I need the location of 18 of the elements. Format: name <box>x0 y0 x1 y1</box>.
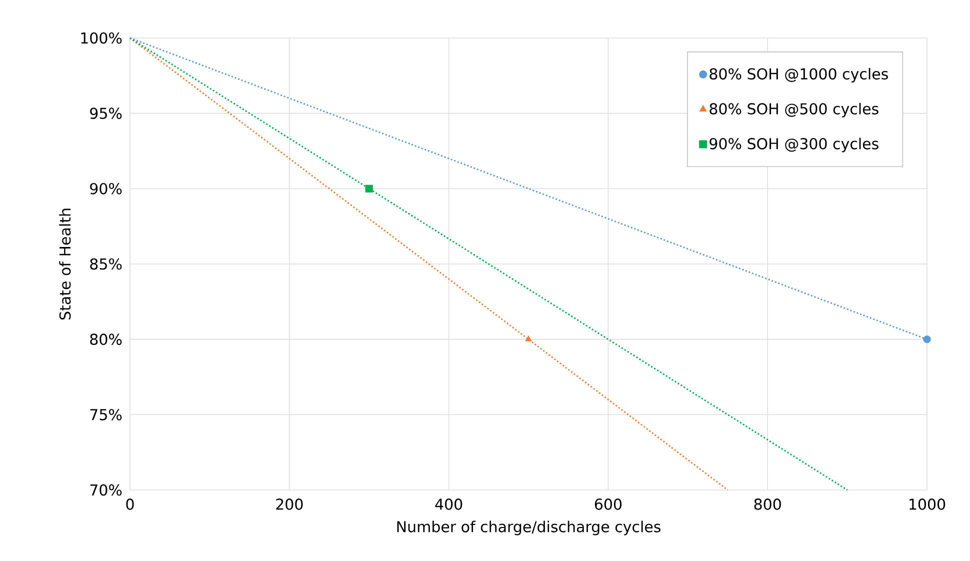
x-tick-label: 1000 <box>910 498 946 510</box>
legend-label: 80% SOH @1000 cycles <box>710 68 888 82</box>
y-tick-label: 100% <box>81 32 122 44</box>
y-tick-label: 90% <box>90 182 122 194</box>
y-tick-label: 85% <box>90 258 122 270</box>
x-tick-label: 0 <box>126 498 134 510</box>
x-tick-label: 400 <box>435 498 462 510</box>
y-tick-label: 70% <box>90 484 122 496</box>
legend-label: 80% SOH @500 cycles <box>710 102 878 118</box>
x-tick-label: 600 <box>594 498 622 510</box>
x-tick-label: 200 <box>276 498 303 510</box>
y-tick-label: 95% <box>90 108 122 120</box>
x-tick-label: 800 <box>754 498 781 510</box>
y-tick-label: 80% <box>90 334 122 345</box>
legend-label: 90% SOH @300 cycles <box>710 138 878 152</box>
y-axis-title: State of Health <box>59 208 71 320</box>
x-axis-title: Number of charge/discharge cycles <box>397 520 660 536</box>
y-tick-label: 75% <box>90 408 122 420</box>
